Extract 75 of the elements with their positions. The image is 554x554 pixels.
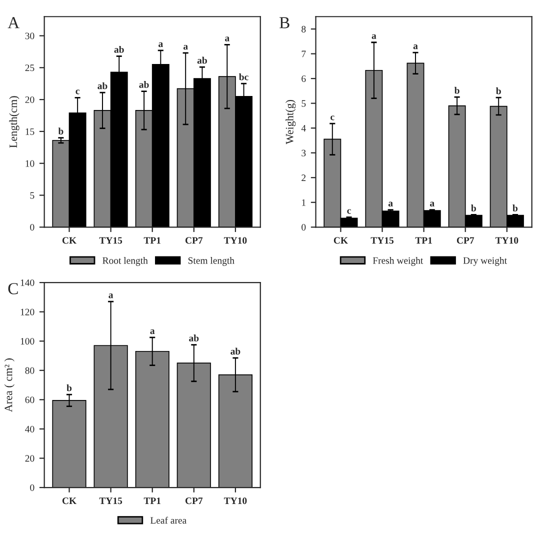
legend-label: Leaf area	[150, 516, 186, 524]
annotation: c	[76, 90, 80, 94]
annotation: ab	[189, 334, 199, 342]
legend-label: Root length	[102, 257, 148, 266]
y-tick-label: 7	[302, 50, 306, 58]
annotation: a	[158, 42, 163, 48]
x-tick-label: CK	[62, 498, 76, 504]
annotation: a	[430, 202, 434, 206]
x-tick-label: CK	[62, 237, 76, 244]
y-tick-label: 10	[26, 160, 34, 167]
x-tick-label: TP1	[144, 498, 160, 504]
x-tick-label: TP1	[415, 237, 432, 244]
y-tick-label: 5	[30, 192, 34, 199]
annotation: a	[150, 329, 155, 334]
annotation: b	[496, 87, 501, 94]
x-tick-label: TY15	[99, 498, 122, 504]
annotation: a	[108, 294, 114, 298]
y-tick-label: 6	[302, 75, 306, 82]
y-tick-label: 25	[25, 64, 34, 72]
x-tick-label: CP7	[185, 237, 203, 244]
y-tick-label: 4	[301, 125, 306, 132]
y-tick-label: 15	[26, 128, 34, 135]
annotation: a	[388, 202, 393, 206]
x-tick-label: CP7	[456, 237, 474, 244]
y-tick-label: 8	[302, 26, 306, 32]
x-tick-label: CP7	[185, 498, 203, 504]
x-tick-label: TY10	[495, 237, 518, 244]
chart-title: C	[8, 283, 18, 294]
annotation: c	[347, 209, 351, 214]
y-tick-label: 30	[25, 32, 34, 40]
annotation: b	[58, 128, 64, 134]
y-tick-label: 100	[20, 338, 34, 345]
y-tick-label: 5	[302, 100, 306, 107]
x-tick-label: CK	[334, 237, 348, 244]
y-tick-label: 40	[25, 426, 34, 432]
annotation: b	[512, 204, 518, 212]
annotation: c	[330, 116, 334, 120]
annotation: a	[413, 44, 418, 50]
y-tick-label: 0	[30, 224, 34, 231]
x-tick-label: TY10	[224, 498, 247, 504]
annotation: ab	[230, 348, 240, 355]
y-axis-title: Area ( cm² )	[4, 358, 14, 412]
chart-title: A	[8, 17, 20, 28]
y-tick-label: 2	[302, 174, 306, 181]
legend-label: Dry weight	[463, 257, 507, 266]
annotation: b	[454, 86, 460, 94]
y-tick-label: 0	[302, 224, 306, 231]
x-tick-label: TY10	[224, 237, 247, 244]
annotation: ab	[197, 56, 207, 64]
annotation: a	[372, 34, 376, 40]
chart-title: B	[280, 17, 290, 28]
annotation: ab	[98, 82, 108, 90]
y-tick-label: 0	[30, 484, 34, 491]
annotation: b	[471, 204, 476, 212]
annotation: a	[183, 44, 188, 50]
y-tick-label: 140	[20, 279, 34, 286]
y-tick-label: 60	[25, 396, 34, 404]
y-axis-title: Weight(g)	[286, 100, 296, 144]
x-tick-label: TY15	[370, 237, 394, 244]
y-tick-label: 1	[302, 199, 306, 206]
y-tick-label: 3	[302, 150, 306, 156]
annotation: bc	[239, 73, 248, 80]
y-tick-label: 20	[25, 96, 34, 104]
annotation: b	[66, 384, 72, 392]
annotation: ab	[114, 46, 124, 53]
legend-label: Fresh weight	[372, 257, 424, 266]
y-axis-title: Length(cm)	[9, 96, 20, 148]
x-tick-label: TP1	[144, 237, 160, 244]
annotation: ab	[139, 81, 149, 88]
y-tick-label: 20	[25, 455, 34, 462]
y-tick-label: 120	[20, 308, 34, 316]
x-tick-label: TY15	[99, 237, 122, 244]
annotation: a	[225, 36, 230, 42]
legend-label: Stem length	[188, 257, 234, 266]
y-tick-label: 80	[25, 367, 34, 374]
